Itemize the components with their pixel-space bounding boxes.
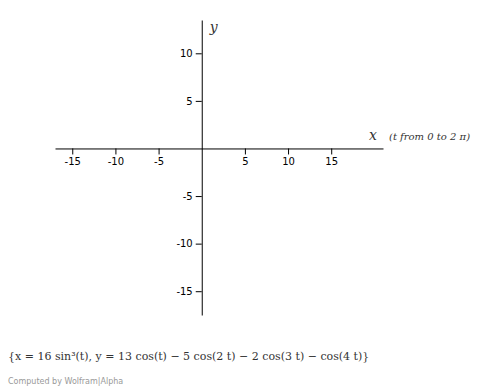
y-tick-label: -5: [183, 191, 193, 202]
y-tick: 10: [180, 48, 202, 59]
x-tick-mark: [331, 148, 332, 154]
x-tick-label: 10: [282, 156, 295, 167]
x-label: x: [369, 127, 377, 143]
x-tick: -5: [154, 148, 164, 166]
y-tick-label: -10: [176, 238, 192, 249]
x-tick-label: 15: [325, 156, 338, 167]
y-axis: 10 5 -5 -10 -15: [176, 21, 202, 316]
plot: -15 -10 -5 5 10 15 10 5 -5 -10 -15 x y (t from 0 to 2…: [56, 19, 471, 316]
y-tick-label: 10: [180, 48, 193, 59]
x-tick: -15: [65, 148, 81, 166]
x-tick: 10: [282, 148, 295, 166]
chart: -15 -10 -5 5 10 15 10 5 -5 -10 -15 x y (t from 0 to 2…: [0, 0, 498, 390]
y-tick-mark: [196, 101, 202, 102]
y-axis-line: [202, 21, 203, 316]
x-tick: -10: [108, 148, 124, 166]
annotation: (t from 0 to 2 π): [389, 131, 470, 142]
x-axis: -15 -10 -5 5 10 15: [56, 148, 384, 166]
y-tick-mark: [196, 196, 202, 197]
x-tick: 15: [325, 148, 338, 166]
x-tick-mark: [115, 148, 116, 154]
y-tick-label: 5: [186, 96, 192, 107]
equation: {x = 16 sin³(t), y = 13 cos(t) − 5 cos(2…: [8, 350, 369, 363]
y-tick: -15: [176, 286, 201, 297]
x-tick: 5: [242, 148, 248, 166]
y-tick-mark: [196, 291, 202, 292]
y-tick-label: -15: [176, 286, 192, 297]
y-tick-mark: [196, 244, 202, 245]
x-tick-label: 5: [242, 156, 248, 167]
source: Computed by Wolfram|Alpha: [8, 377, 123, 386]
y-tick-mark: [196, 53, 202, 54]
x-tick-mark: [159, 148, 160, 154]
x-tick-mark: [245, 148, 246, 154]
y-tick: -10: [176, 238, 201, 249]
y-tick: 5: [186, 96, 201, 107]
x-tick-mark: [72, 148, 73, 154]
y-tick: -5: [183, 191, 202, 202]
y-label: y: [209, 19, 219, 35]
x-tick-label: -10: [108, 156, 124, 167]
x-tick-label: -5: [154, 156, 164, 167]
x-tick-mark: [288, 148, 289, 154]
x-axis-line: [56, 148, 384, 149]
x-tick-label: -15: [65, 156, 81, 167]
